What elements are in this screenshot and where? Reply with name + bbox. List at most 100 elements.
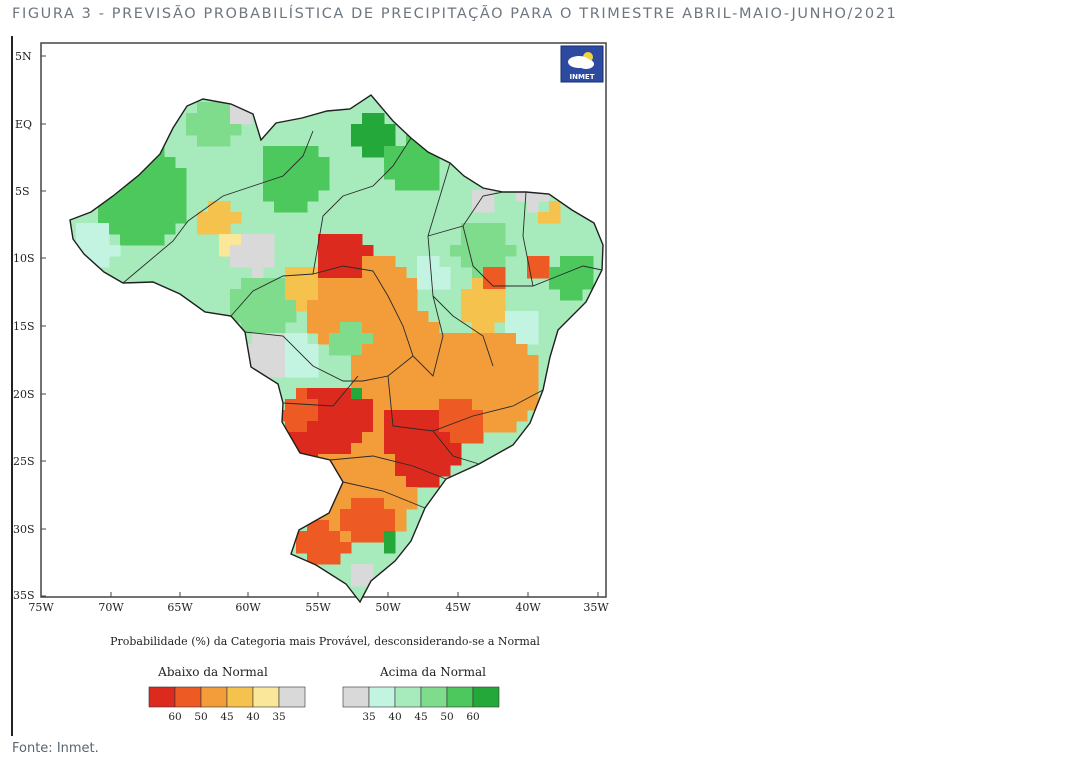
forecast-cell: [263, 289, 275, 301]
forecast-cell: [406, 476, 418, 488]
forecast-cell: [417, 267, 429, 279]
forecast-cell: [318, 333, 330, 345]
legend-above-scale: 35 40 45 50 60: [342, 686, 500, 723]
forecast-cell: [329, 245, 341, 257]
forecast-cell: [230, 113, 242, 125]
forecast-cell: [142, 179, 154, 191]
forecast-cell: [340, 311, 352, 323]
forecast-cell: [318, 311, 330, 323]
forecast-cell: [428, 476, 440, 488]
forecast-cell: [329, 432, 341, 444]
forecast-cell: [494, 388, 506, 400]
forecast-cell: [395, 366, 407, 378]
forecast-cell: [395, 388, 407, 400]
forecast-cell: [362, 289, 374, 301]
forecast-cell: [373, 366, 385, 378]
forecast-cell: [318, 168, 330, 180]
forecast-cell: [131, 223, 143, 235]
forecast-cell: [318, 278, 330, 290]
forecast-cell: [274, 168, 286, 180]
forecast-cell: [175, 168, 187, 180]
forecast-cell: [505, 322, 517, 334]
forecast-cell: [483, 322, 495, 334]
forecast-cell: [164, 157, 176, 169]
forecast-cell: [307, 443, 319, 455]
forecast-cell: [538, 267, 550, 279]
forecast-cell: [384, 333, 396, 345]
forecast-cell: [571, 289, 583, 301]
forecast-cell: [417, 322, 429, 334]
forecast-cell: [461, 432, 473, 444]
forecast-cell: [362, 146, 374, 158]
forecast-cell: [340, 410, 352, 422]
forecast-cell: [428, 432, 440, 444]
forecast-cell: [318, 531, 330, 543]
lon-label: 35W: [583, 601, 609, 614]
forecast-cell: [494, 245, 506, 257]
forecast-cell: [274, 201, 286, 213]
forecast-cell: [329, 256, 341, 268]
forecast-cell: [340, 322, 352, 334]
forecast-cell: [527, 256, 539, 268]
forecast-cell: [406, 179, 418, 191]
forecast-cell: [318, 410, 330, 422]
forecast-cell: [450, 388, 462, 400]
forecast-cell: [406, 289, 418, 301]
forecast-cell: [307, 388, 319, 400]
forecast-cell: [76, 234, 88, 246]
forecast-cell: [362, 344, 374, 356]
forecast-cell: [395, 476, 407, 488]
forecast-cell: [252, 355, 264, 367]
forecast-cell: [153, 234, 165, 246]
forecast-cell: [428, 421, 440, 433]
forecast-cell: [527, 267, 539, 279]
forecast-cell: [428, 322, 440, 334]
forecast-cell: [428, 344, 440, 356]
legend-tick-label: 60: [466, 711, 479, 723]
forecast-cell: [131, 201, 143, 213]
forecast-cell: [307, 542, 319, 554]
forecast-cell: [450, 344, 462, 356]
forecast-cell: [483, 399, 495, 411]
forecast-cell: [208, 124, 220, 136]
forecast-cell: [285, 157, 297, 169]
forecast-cell: [395, 410, 407, 422]
forecast-cell: [373, 377, 385, 389]
forecast-cell: [373, 124, 385, 136]
forecast-cell: [263, 311, 275, 323]
forecast-cell: [461, 421, 473, 433]
forecast-cell: [219, 201, 231, 213]
forecast-cell: [296, 542, 308, 554]
forecast-cell: [373, 487, 385, 499]
forecast-cell: [241, 322, 253, 334]
forecast-cell: [461, 289, 473, 301]
forecast-cell: [329, 267, 341, 279]
forecast-cell: [329, 344, 341, 356]
forecast-cell: [340, 509, 352, 521]
forecast-cell: [340, 487, 352, 499]
forecast-cell: [472, 388, 484, 400]
forecast-cell: [527, 399, 539, 411]
forecast-cell: [384, 289, 396, 301]
forecast-cell: [373, 300, 385, 312]
forecast-cell: [483, 300, 495, 312]
forecast-cell: [208, 212, 220, 224]
lat-label: 5S: [15, 185, 30, 198]
forecast-cell: [384, 278, 396, 290]
forecast-cell: [296, 388, 308, 400]
forecast-cell: [230, 256, 242, 268]
forecast-cell: [197, 212, 209, 224]
figure-source: Fonte: Inmet.: [12, 741, 99, 756]
forecast-cell: [395, 344, 407, 356]
forecast-cell: [296, 432, 308, 444]
forecast-cell: [450, 355, 462, 367]
forecast-cell: [395, 168, 407, 180]
forecast-cell: [274, 333, 286, 345]
forecast-cell: [219, 113, 231, 125]
forecast-cell: [296, 157, 308, 169]
forecast-cell: [241, 234, 253, 246]
forecast-cell: [428, 377, 440, 389]
forecast-cell: [285, 190, 297, 202]
legend-swatch: [200, 686, 228, 708]
forecast-cell: [263, 256, 275, 268]
